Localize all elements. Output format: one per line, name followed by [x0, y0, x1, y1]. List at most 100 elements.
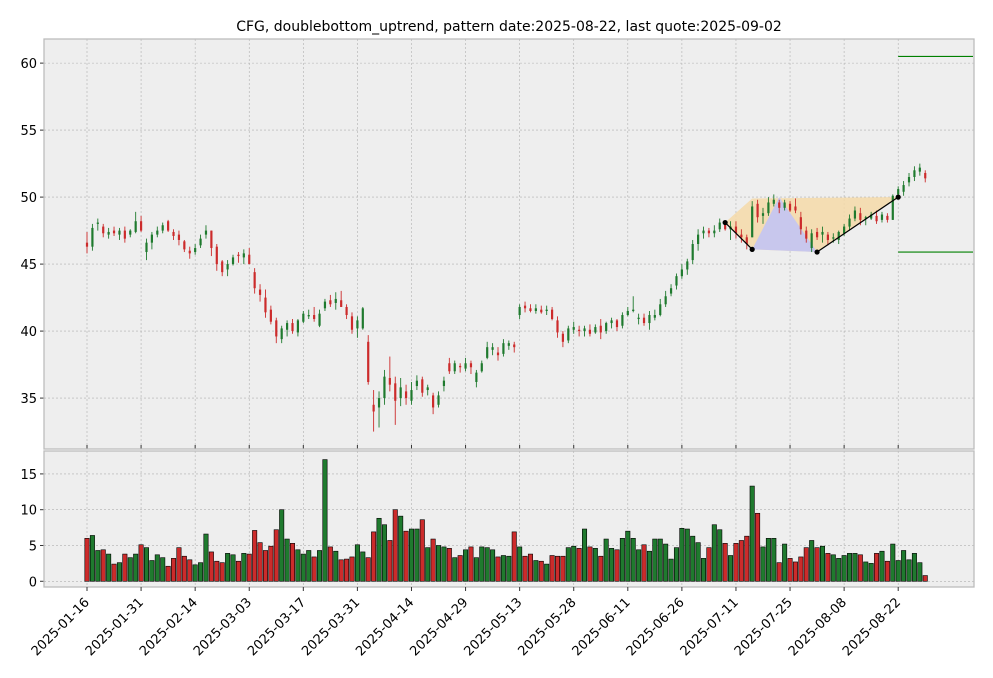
volume-bar	[111, 563, 117, 582]
candle-body	[480, 363, 483, 372]
volume-bar	[722, 543, 728, 582]
candle-body	[642, 317, 646, 324]
candle-body	[675, 276, 678, 286]
volume-bar	[484, 547, 490, 582]
volume-bar	[690, 535, 696, 582]
candle-body	[388, 377, 391, 385]
volume-bar	[890, 543, 896, 582]
volume-bar	[225, 553, 231, 582]
candle-body	[275, 320, 278, 337]
candle-body	[112, 230, 116, 234]
candle-body	[139, 221, 143, 231]
volume-bar	[338, 559, 344, 582]
volume-bar	[230, 554, 236, 582]
candle-body	[848, 218, 851, 227]
volume-bar	[728, 555, 734, 582]
candle-body	[778, 202, 781, 208]
volume-bar	[198, 562, 204, 582]
candle-body	[280, 328, 283, 340]
volume-bar	[765, 538, 771, 582]
candle-body	[404, 391, 408, 399]
candle-body	[340, 300, 343, 307]
volume-bar	[149, 560, 155, 582]
volume-bar	[803, 547, 809, 582]
price-panel-border	[43, 38, 975, 450]
volume-bar	[852, 553, 858, 582]
volume-bar	[717, 529, 723, 582]
volume-bar	[344, 558, 350, 582]
pattern-middle-shade	[752, 197, 818, 253]
volume-bar	[154, 554, 160, 582]
volume-bar	[857, 554, 863, 582]
volume-bar	[841, 555, 847, 582]
volume-bar	[322, 459, 328, 582]
volume-y-tick-label: 10	[20, 504, 37, 519]
volume-bar	[327, 546, 333, 582]
volume-bar	[354, 544, 360, 582]
volume-bar	[733, 543, 739, 582]
candle-body	[594, 327, 597, 333]
volume-bar	[755, 512, 761, 582]
candle-body	[572, 327, 575, 330]
candle-body	[523, 305, 527, 309]
candle-body	[464, 363, 467, 369]
volume-bar	[744, 535, 750, 582]
volume-bar	[214, 560, 220, 582]
volume-bar	[673, 547, 679, 582]
volume-bar	[408, 528, 414, 582]
volume-y-tick-label: 5	[29, 539, 37, 554]
volume-bar	[565, 547, 571, 582]
volume-panel-border	[43, 450, 975, 588]
volume-bar	[554, 555, 560, 582]
candle-body	[567, 328, 570, 341]
candle-body	[615, 320, 619, 328]
candle-body	[432, 395, 435, 408]
volume-bar	[279, 509, 285, 582]
volume-bar	[792, 561, 798, 582]
candle-body	[448, 363, 451, 372]
candle-body	[691, 244, 694, 261]
candle-body	[188, 250, 191, 254]
candle-body	[761, 213, 765, 216]
volume-bar	[457, 555, 463, 582]
volume-bar	[798, 556, 804, 582]
volume-bar	[479, 546, 485, 582]
candle-body	[751, 206, 754, 238]
volume-bar	[306, 550, 312, 582]
candle-body	[172, 231, 175, 236]
candle-body	[826, 234, 829, 240]
volume-bar	[587, 546, 593, 582]
candle-body	[745, 237, 748, 244]
candle-body	[183, 241, 186, 250]
volume-bar	[922, 575, 928, 582]
volume-bar	[473, 557, 479, 582]
candle-body	[442, 380, 446, 387]
volume-bar	[879, 550, 885, 582]
candle-body	[361, 308, 364, 329]
pattern-point	[814, 249, 820, 255]
volume-bar	[695, 542, 701, 582]
volume-bar	[906, 559, 912, 582]
volume-bar	[625, 530, 631, 582]
candle-body	[215, 246, 218, 265]
volume-bar	[392, 509, 398, 582]
candle-body	[805, 230, 808, 239]
candle-body	[129, 230, 132, 235]
pattern-point	[722, 219, 728, 226]
price-y-tick-label: 35	[20, 392, 37, 407]
candle-body	[924, 172, 927, 179]
volume-bar	[825, 553, 831, 582]
volume-bar	[419, 519, 425, 582]
price-y-tick-label: 50	[20, 191, 37, 206]
candle-body	[853, 210, 857, 219]
volume-bar	[630, 538, 636, 582]
volume-bar	[252, 530, 258, 582]
volume-bar	[116, 562, 122, 582]
candle-body	[697, 234, 700, 244]
volume-bar	[787, 558, 793, 582]
volume-bar	[176, 547, 182, 582]
price-y-tick-label: 45	[20, 258, 37, 273]
candle-body	[707, 230, 711, 234]
candle-body	[637, 317, 640, 320]
price-y-tick-label: 55	[20, 124, 37, 139]
